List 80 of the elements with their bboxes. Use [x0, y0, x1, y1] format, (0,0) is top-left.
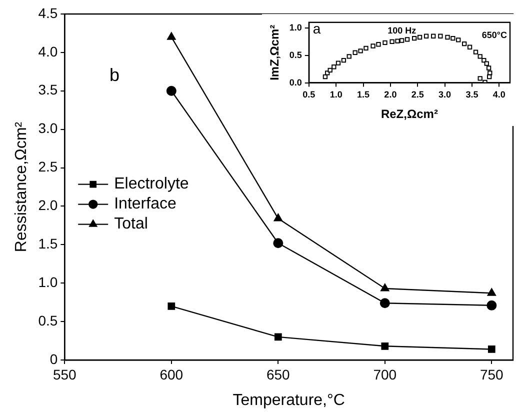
point: [417, 34, 422, 40]
point: [486, 300, 497, 310]
point: [328, 68, 332, 73]
point: [380, 298, 390, 308]
point: [167, 32, 176, 40]
x-tick-label: 0.5: [302, 90, 316, 100]
point: [462, 41, 467, 46]
x-tick-label: 3.5: [466, 90, 478, 100]
x-tick-label: 2.5: [411, 90, 424, 100]
point: [332, 64, 336, 70]
y-axis-title: Ressistance,Ωcm²: [13, 121, 30, 252]
point: [390, 39, 394, 44]
point: [341, 58, 346, 63]
point: [400, 38, 404, 43]
point: [438, 34, 443, 38]
point: [412, 36, 417, 41]
x-tick-label: 650: [266, 366, 290, 382]
point: [358, 48, 363, 54]
x-tick-label: 700: [373, 366, 397, 382]
point: [166, 86, 176, 96]
point: [431, 34, 436, 38]
point: [404, 37, 410, 42]
x-tick-label: 600: [160, 366, 184, 382]
y-tick-label: 1.0: [38, 274, 58, 290]
point: [376, 42, 381, 47]
x-tick-label: 3.0: [438, 90, 452, 100]
legend-label: Electrolyte: [114, 176, 189, 193]
point: [473, 50, 478, 54]
point: [488, 346, 496, 353]
annotation: 100 Hz: [388, 26, 417, 36]
point: [424, 34, 429, 38]
point: [486, 66, 492, 70]
point: [487, 288, 496, 296]
point: [484, 61, 489, 66]
y-tick-label: 1.5: [38, 236, 58, 252]
annotation: 650°C: [482, 30, 508, 40]
point: [478, 76, 482, 81]
point: [352, 50, 358, 55]
y-tick-label: 2.5: [38, 158, 58, 175]
point: [364, 46, 368, 51]
y-tick-label: 0.5: [38, 312, 58, 328]
point: [445, 34, 450, 40]
point: [381, 342, 389, 350]
x-axis-title: Temperature,°C: [232, 392, 345, 409]
y-tick-label: 3.0: [38, 120, 58, 136]
legend-label: Total: [114, 216, 148, 233]
point: [274, 214, 283, 222]
point: [478, 54, 482, 59]
y-tick-label: 2.0: [38, 197, 58, 214]
x-tick-label: 1.0: [330, 90, 342, 100]
x-tick-label: 550: [52, 366, 77, 382]
point: [370, 44, 376, 48]
point: [380, 283, 390, 292]
x-tick-label: 750: [480, 366, 504, 382]
legend-label: Interface: [114, 196, 176, 213]
point: [382, 40, 388, 46]
x-axis-title: ReZ,Ωcm²: [380, 107, 438, 122]
y-tick-label: 4.0: [38, 43, 58, 60]
point: [487, 74, 492, 80]
point: [346, 54, 352, 59]
point: [336, 60, 341, 66]
annotation: b: [109, 65, 120, 86]
point: [168, 302, 176, 310]
y-tick-label: 0.0: [289, 77, 302, 88]
point: [450, 36, 456, 41]
y-tick-label: 0.5: [289, 50, 302, 60]
x-tick-label: 2.0: [384, 90, 397, 100]
x-tick-label: 4.0: [492, 90, 506, 100]
point: [395, 38, 400, 44]
point: [274, 333, 282, 341]
y-tick-label: 0: [50, 350, 58, 367]
y-axis-title: ImZ,Ωcm²: [268, 24, 282, 80]
point: [467, 44, 472, 50]
y-tick-label: 1.0: [289, 22, 302, 32]
x-tick-label: 1.5: [357, 90, 370, 100]
point: [482, 58, 486, 63]
point: [273, 238, 284, 248]
y-tick-label: 4.5: [38, 4, 58, 21]
annotation: a: [312, 20, 321, 37]
point: [456, 38, 461, 42]
